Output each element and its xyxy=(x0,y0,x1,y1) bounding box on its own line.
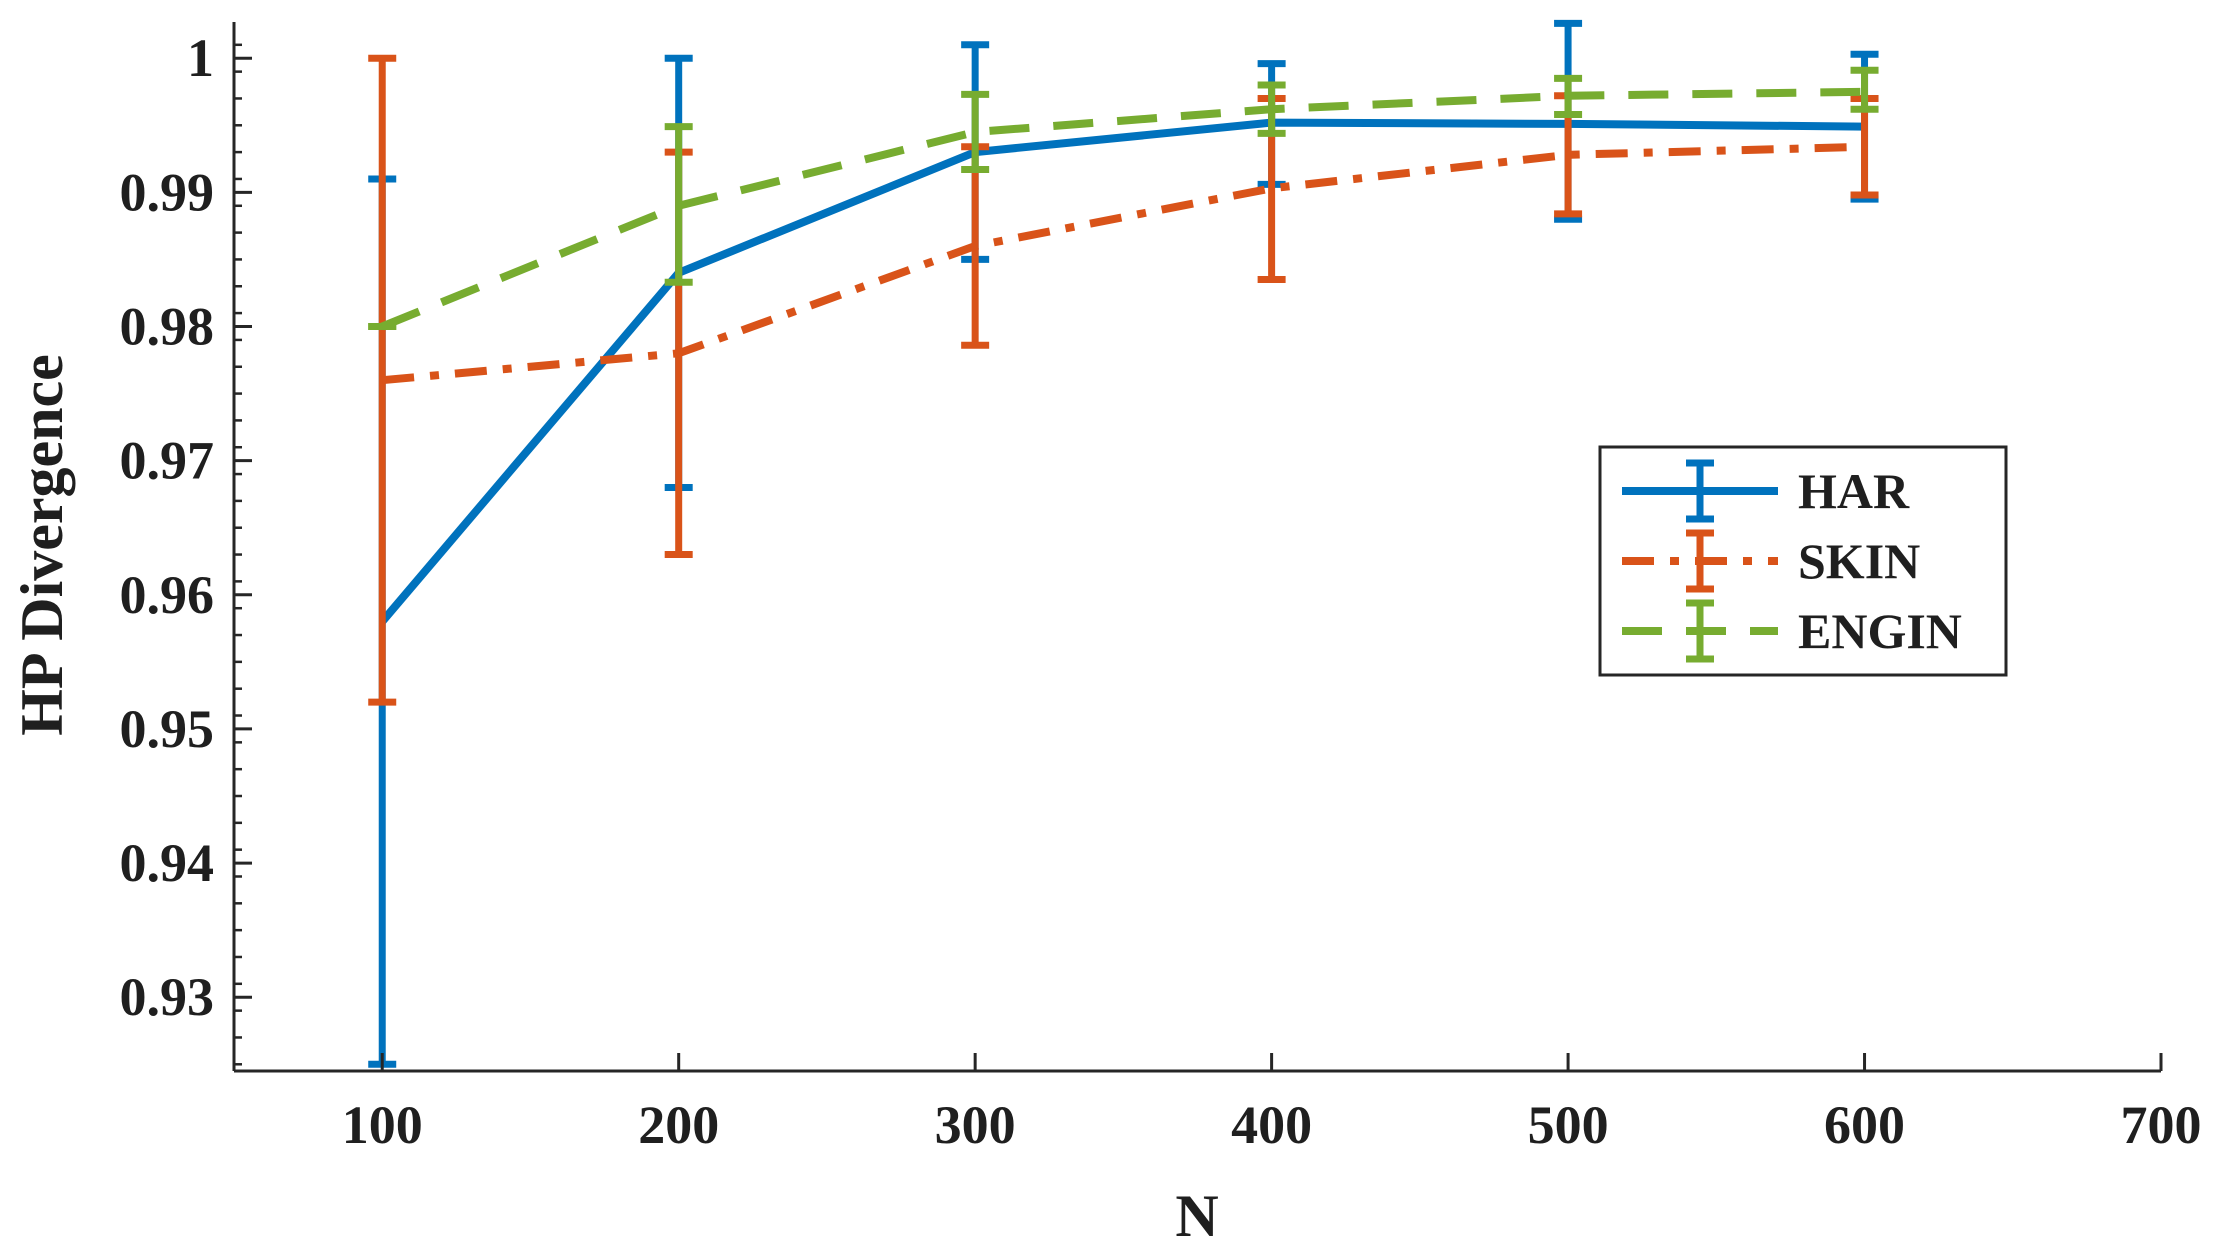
x-axis-label: N xyxy=(1175,1183,1218,1249)
x-tick-label: 200 xyxy=(638,1095,719,1155)
series-layer xyxy=(368,19,1879,1068)
axes-layer: 0.93 0.94 0.95 0.96 0.97 0.98 0.99 1 100 200 300 40… xyxy=(120,22,2202,1155)
y-tick-label: 0.99 xyxy=(120,162,215,222)
legend-label-skin: SKIN xyxy=(1798,533,1920,589)
x-tick-label: 700 xyxy=(2121,1095,2202,1155)
y-tick-label: 0.93 xyxy=(120,967,215,1027)
x-tick-label: 500 xyxy=(1528,1095,1609,1155)
y-tick-label: 0.95 xyxy=(120,699,215,759)
legend: HAR SKIN ENGIN xyxy=(1598,445,2008,677)
legend-box xyxy=(1598,445,2008,677)
y-tick-label: 0.97 xyxy=(120,431,215,491)
series-line xyxy=(381,142,1865,385)
x-tick-label: 300 xyxy=(935,1095,1016,1155)
legend-label-engin: ENGIN xyxy=(1798,603,1962,659)
y-tick-label: 1 xyxy=(187,28,214,88)
x-tick-label: 600 xyxy=(1824,1095,1905,1155)
x-tick-label: 400 xyxy=(1231,1095,1312,1155)
y-tick-label: 0.94 xyxy=(120,833,215,893)
y-tick-label: 0.98 xyxy=(120,297,215,357)
series-line xyxy=(380,87,1865,331)
series-engin xyxy=(368,66,1879,331)
y-axis-label: HP Divergence xyxy=(9,354,75,736)
legend-label-har: HAR xyxy=(1798,463,1910,519)
series-line xyxy=(379,118,1865,625)
y-tick-label: 0.96 xyxy=(120,565,215,625)
x-tick-label: 100 xyxy=(342,1095,423,1155)
